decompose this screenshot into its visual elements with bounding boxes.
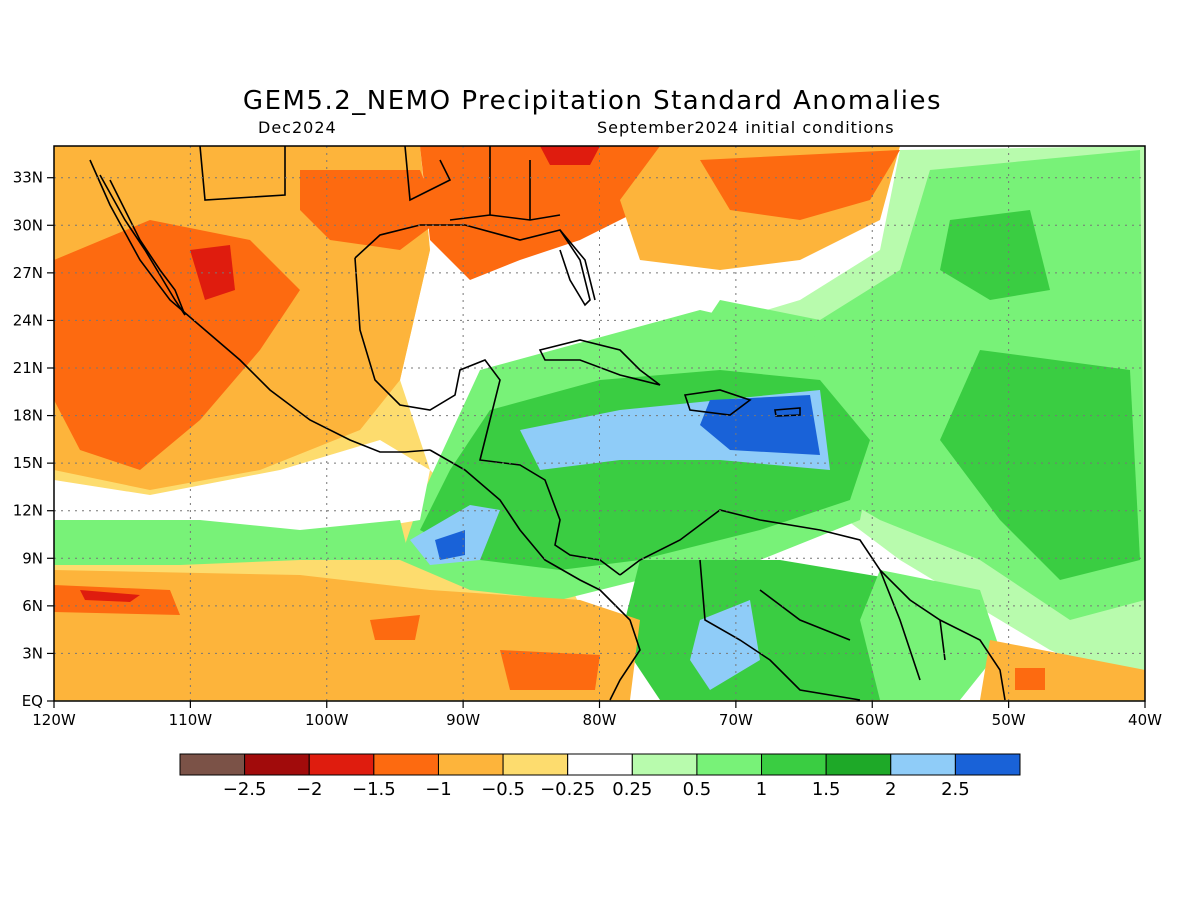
atlantic-green-region-2 (940, 350, 1140, 580)
colorbar-swatch (890, 753, 956, 776)
x-tick-label: 90W (446, 711, 480, 729)
brazil-very-dry-region (1015, 668, 1045, 690)
colorbar-swatch (825, 753, 892, 776)
x-tick-label: 120W (32, 711, 76, 729)
colorbar-label: 0.25 (612, 779, 652, 800)
colorbar-label: −1 (425, 779, 452, 800)
equatorial-pacific-dry-band (54, 570, 640, 700)
baja-california-coast (99, 174, 186, 316)
pacific-very-wet-region (435, 530, 465, 560)
colorbar-label: −1.5 (352, 779, 396, 800)
x-tick-label: 60W (855, 711, 889, 729)
colorbar-label: 1.5 (812, 779, 841, 800)
central-america-pacific-coast (429, 449, 601, 591)
colorbar-label: 1 (756, 779, 767, 800)
hispaniola (683, 389, 752, 416)
south-america-wet-region (690, 600, 760, 690)
gulf-of-mexico-coast (354, 224, 596, 301)
colorbar-swatch (567, 753, 633, 776)
central-america-caribbean-coast (479, 419, 621, 576)
pacific-green-band (54, 520, 410, 565)
y-tick-label: 30N (13, 216, 43, 234)
florida (559, 229, 591, 307)
y-tick-label: 18N (13, 407, 43, 425)
y-tick-label: 24N (13, 311, 43, 329)
coastlines (89, 146, 1006, 701)
colorbar-swatch (502, 753, 569, 776)
south-america-borders (699, 559, 946, 701)
x-tick-label: 100W (305, 711, 349, 729)
colorbar-swatch (954, 753, 1021, 776)
atlantic-dry-region-2 (700, 150, 900, 220)
valid-month: Dec2024 (258, 118, 337, 137)
colorbar-label: −0.25 (540, 779, 595, 800)
colorbar-label: 2.5 (941, 779, 970, 800)
colorbar-swatch (696, 753, 763, 776)
x-tick-label: 110W (169, 711, 213, 729)
colorbar-swatch (179, 753, 246, 776)
colorbar-label: 0.5 (683, 779, 712, 800)
atlantic-green-region-3 (940, 210, 1050, 300)
equatorial-pacific-very-dry-region-3 (370, 615, 420, 640)
y-tick-label: 15N (13, 454, 43, 472)
anomaly-field (54, 146, 1145, 701)
y-tick-label: 12N (13, 502, 43, 520)
colorbar-swatch (761, 753, 827, 776)
colorbar-swatch (308, 753, 375, 776)
y-tick-label: 21N (13, 359, 43, 377)
colorbar-swatch (373, 753, 439, 776)
south-america-pacific-coast (599, 589, 641, 701)
pacific-very-dry-region (54, 220, 300, 470)
caribbean-very-wet-region (700, 395, 820, 455)
graticule (54, 146, 1145, 701)
us-southeast-very-dry-region (540, 146, 600, 165)
colorbar: −2.5 −2 −1.5 −1 −0.5 −0.25 0.25 0.5 1 1.5 2 2.5 (179, 753, 1021, 800)
us-southeast-dry-region (420, 146, 660, 280)
south-america-green-region-2 (860, 570, 1000, 700)
colorbar-label: −2 (296, 779, 323, 800)
equatorial-pacific-red-region (80, 590, 140, 602)
colorbar-swatch (437, 753, 504, 776)
y-tick-label: 6N (22, 597, 43, 615)
axis-ticks: 120W 110W 100W 90W 80W 70W 60W 50W 40W EQ 3N 6N 9N 12… (13, 169, 1162, 729)
colorbar-label: −0.5 (481, 779, 525, 800)
colorbar-label: 2 (885, 779, 896, 800)
colorbar-swatch (631, 753, 698, 776)
equatorial-pacific-very-dry-region-2 (500, 650, 600, 690)
us-border (199, 146, 452, 202)
us-state-borders (449, 146, 561, 221)
x-tick-label: 70W (719, 711, 753, 729)
north-america-pacific-coast (89, 159, 431, 453)
chart-title: GEM5.2_NEMO Precipitation Standard Anoma… (242, 86, 943, 116)
gulf-dry-region (300, 170, 440, 250)
y-tick-label: 3N (22, 644, 43, 662)
mexico-very-dry-region (190, 245, 235, 300)
x-tick-label: 80W (583, 711, 617, 729)
south-america-north-coast (619, 509, 1006, 701)
y-tick-label: 27N (13, 264, 43, 282)
y-tick-label: EQ (22, 692, 43, 710)
colorbar-swatch (244, 753, 310, 776)
puerto-rico (774, 407, 801, 417)
colorbar-label: −2.5 (223, 779, 267, 800)
y-tick-label: 33N (13, 169, 43, 187)
y-tick-label: 9N (22, 549, 43, 567)
x-tick-label: 50W (992, 711, 1026, 729)
cuba (538, 339, 661, 386)
x-tick-label: 40W (1128, 711, 1162, 729)
mexico-gulf-coast (354, 257, 501, 421)
initial-conditions: September2024 initial conditions (597, 118, 895, 137)
